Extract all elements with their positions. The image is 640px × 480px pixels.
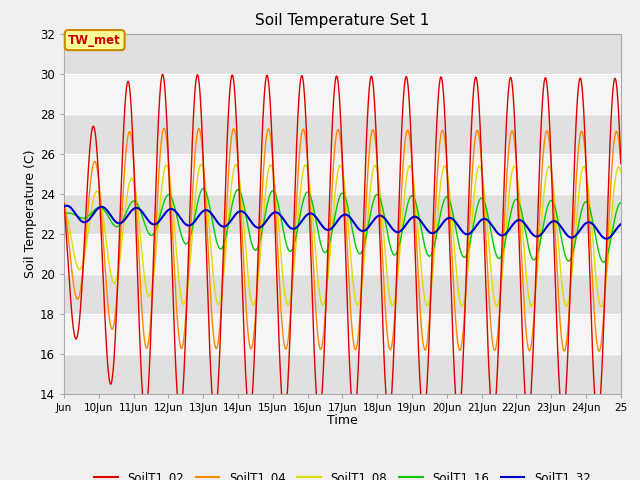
Bar bbox=[64, 193, 621, 234]
Bar bbox=[64, 73, 621, 114]
X-axis label: Time: Time bbox=[327, 414, 358, 427]
Bar bbox=[64, 114, 621, 154]
Bar bbox=[64, 34, 621, 73]
Bar bbox=[64, 274, 621, 313]
Bar bbox=[64, 234, 621, 274]
Legend: SoilT1_02, SoilT1_04, SoilT1_08, SoilT1_16, SoilT1_32: SoilT1_02, SoilT1_04, SoilT1_08, SoilT1_… bbox=[90, 466, 595, 480]
Y-axis label: Soil Temperature (C): Soil Temperature (C) bbox=[24, 149, 37, 278]
Bar bbox=[64, 313, 621, 354]
Text: TW_met: TW_met bbox=[68, 34, 121, 47]
Title: Soil Temperature Set 1: Soil Temperature Set 1 bbox=[255, 13, 429, 28]
Bar bbox=[64, 354, 621, 394]
Bar bbox=[64, 154, 621, 193]
